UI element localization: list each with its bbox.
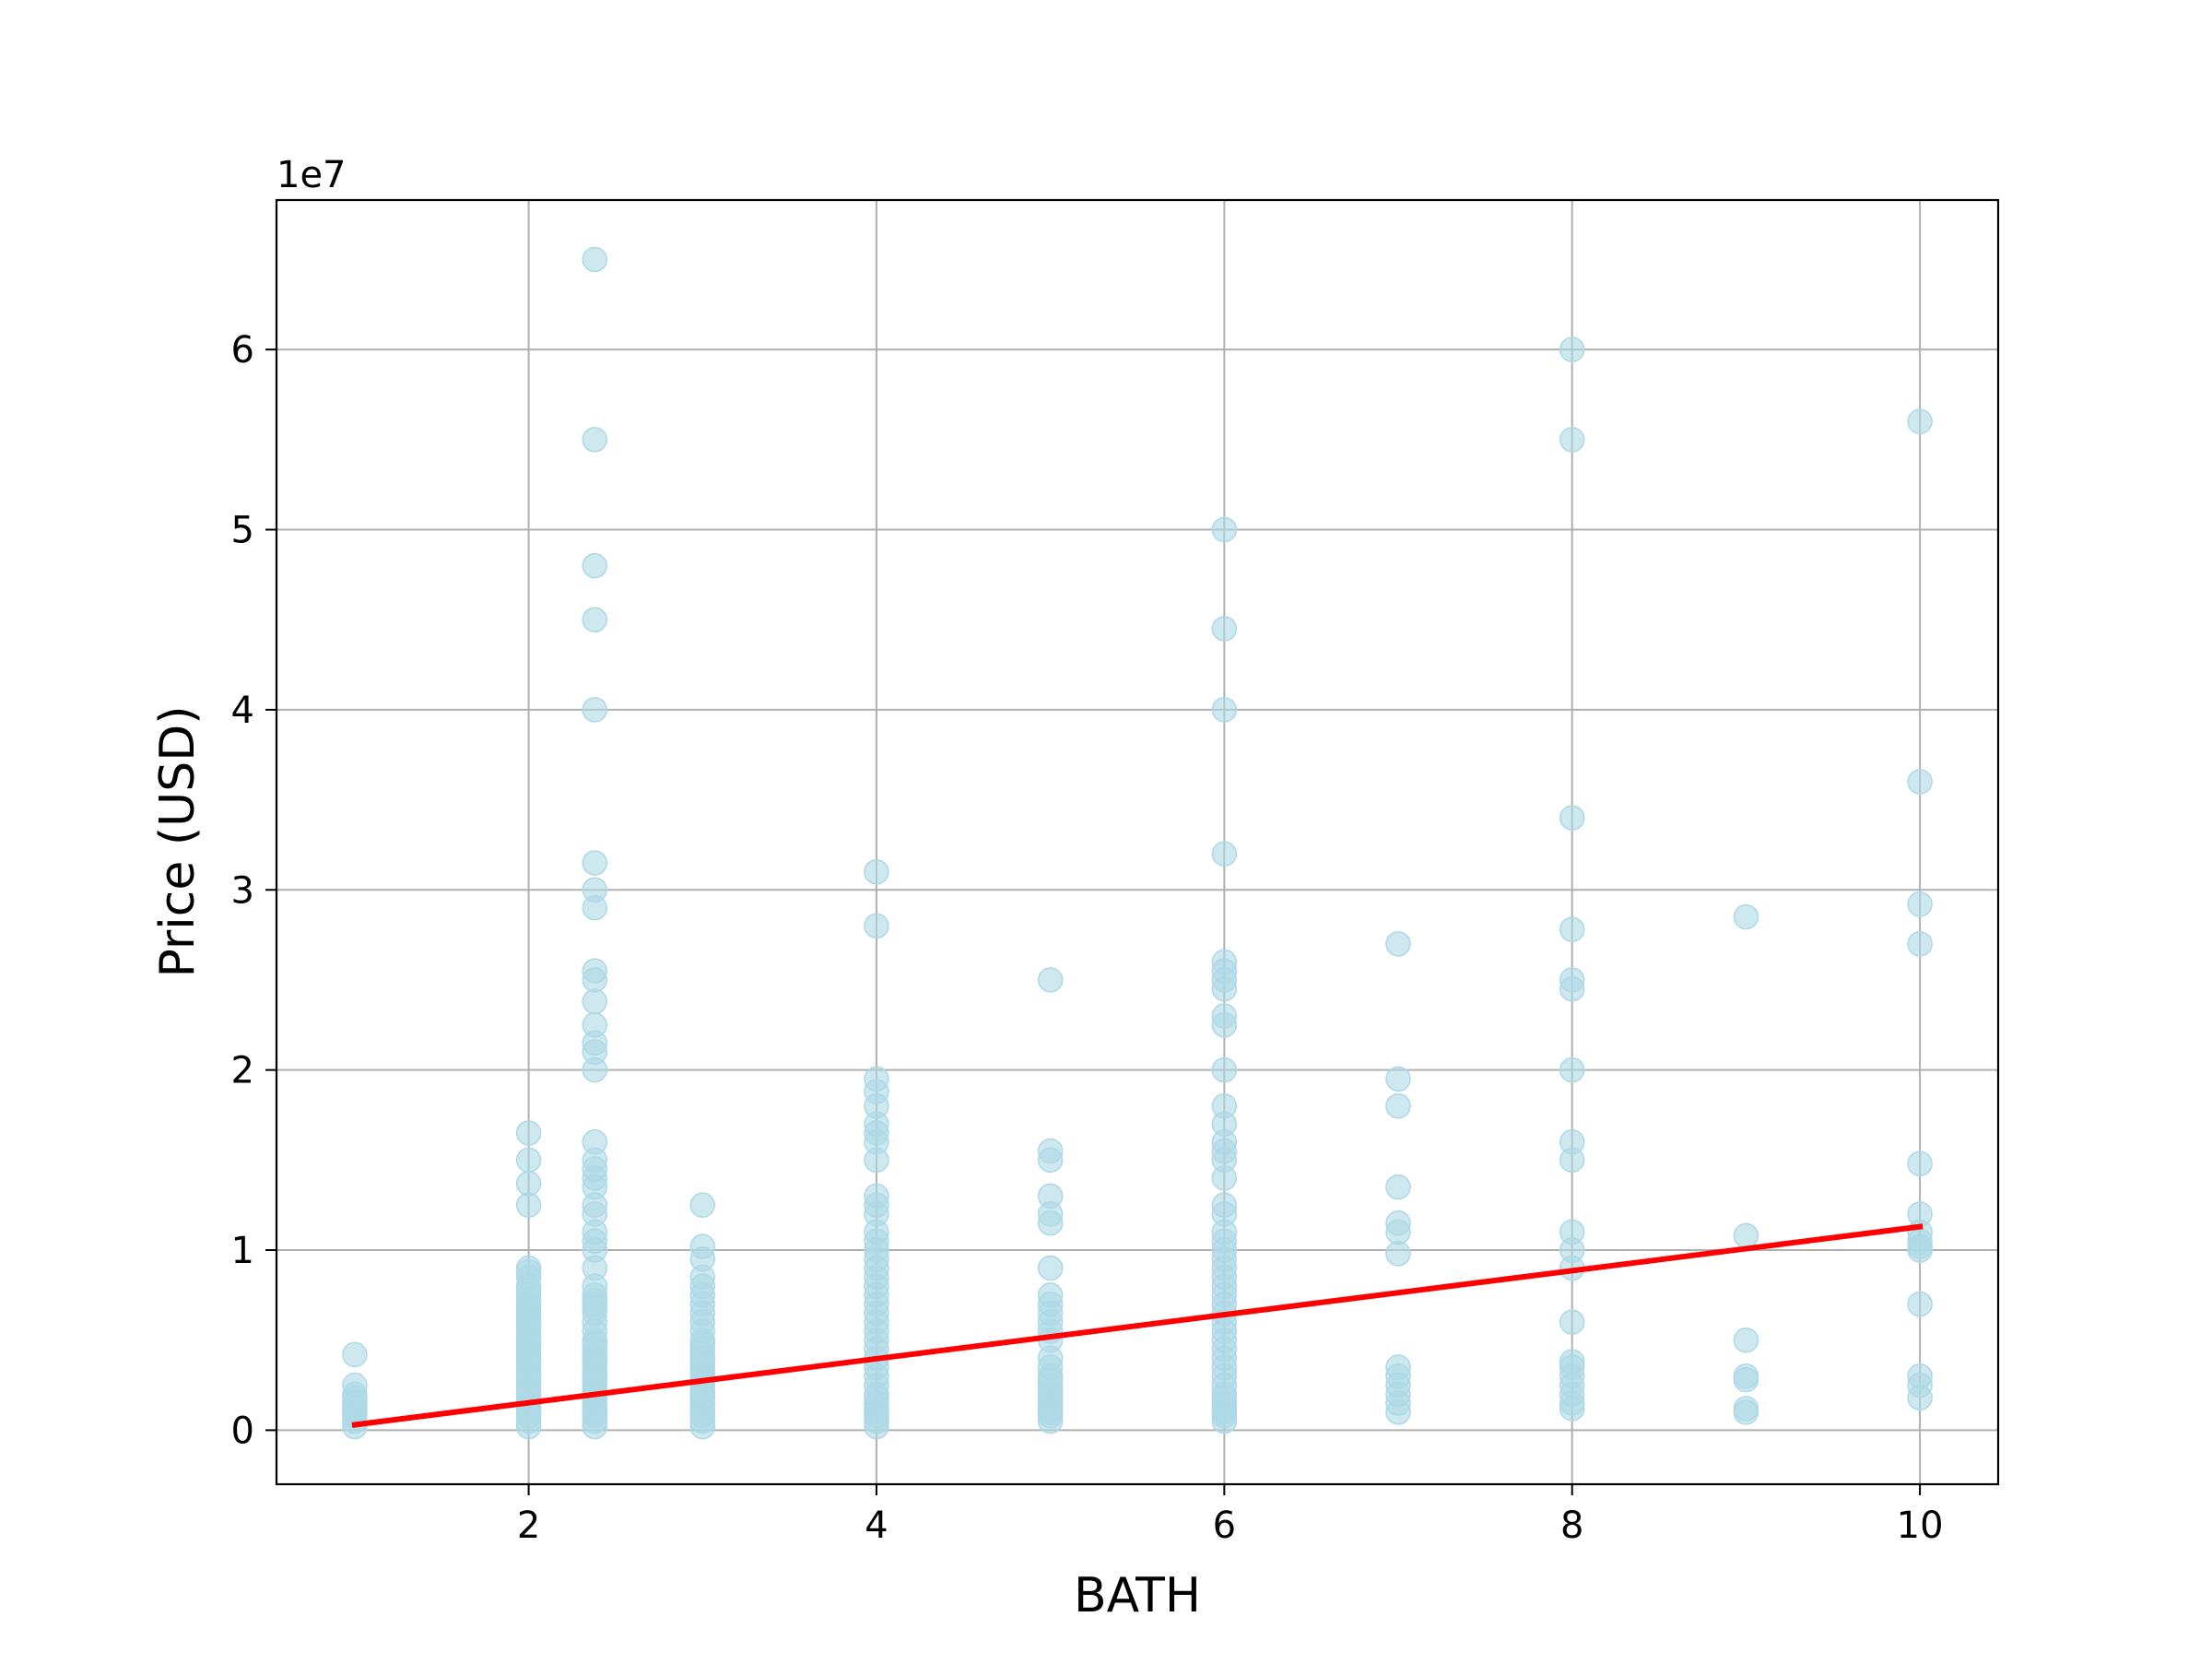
scatter-point — [582, 552, 608, 579]
scatter-point — [1037, 1282, 1064, 1308]
scatter-point — [342, 1372, 368, 1398]
scatter-point — [1907, 1291, 1933, 1317]
y-tick-label: 4 — [231, 690, 254, 732]
scatter-point — [1211, 841, 1238, 867]
scatter-point — [1559, 1219, 1585, 1245]
scatter-point — [1037, 1138, 1064, 1164]
scatter-point — [1733, 903, 1759, 930]
scatter-point — [1559, 916, 1585, 943]
scatter-point — [1907, 1201, 1933, 1227]
scatter-point — [1907, 1151, 1933, 1176]
scatter-point — [1037, 1255, 1064, 1281]
scatter-point — [582, 958, 608, 984]
scatter-point — [515, 1255, 542, 1281]
scatter-point — [864, 1066, 889, 1092]
scatter-point — [1907, 891, 1933, 917]
y-axis-label: Price (USD) — [150, 705, 206, 977]
scatter-point — [582, 1129, 608, 1155]
scatter-point — [515, 1192, 542, 1218]
scatter-point — [1385, 1354, 1411, 1380]
scatter-point — [1385, 1210, 1411, 1236]
scatter-point — [1385, 1092, 1411, 1119]
scatter-point — [1385, 931, 1411, 957]
y-tick-label: 1 — [231, 1230, 254, 1272]
scatter-point — [1559, 427, 1585, 453]
scatter-point — [1211, 1192, 1238, 1218]
scatter-point — [864, 858, 889, 885]
scatter-point — [1211, 1003, 1238, 1029]
scatter-point — [1385, 1241, 1411, 1267]
scatter-point — [582, 427, 608, 453]
scatter-point — [1385, 1066, 1411, 1092]
x-axis-label: BATH — [1074, 1568, 1201, 1623]
plot-frame — [275, 198, 2000, 1486]
scatter-point — [1733, 1396, 1759, 1422]
scatter-point — [582, 607, 608, 632]
scatter-point — [1211, 1056, 1238, 1083]
scatter-point — [864, 1183, 889, 1210]
scatter-point — [582, 697, 608, 723]
scatter-point — [1559, 1349, 1585, 1375]
scatter-point — [1907, 769, 1933, 795]
regression-line — [351, 1223, 1924, 1428]
scatter-point — [1733, 1363, 1759, 1389]
x-tick-label: 8 — [1560, 1505, 1583, 1547]
scatter-point — [1559, 1056, 1585, 1083]
scatter-point — [864, 913, 889, 939]
scatter-point — [1907, 1363, 1933, 1389]
scatter-point — [1211, 616, 1238, 642]
y-tick-label: 6 — [231, 329, 254, 372]
scatter-point — [689, 1192, 716, 1218]
scatter-point — [1733, 1327, 1759, 1353]
scatter-point — [1211, 697, 1238, 723]
scatter-point — [342, 1341, 368, 1368]
ticks-layer: 2 4 6 8 10 0 1 2 3 4 5 6 — [231, 329, 1944, 1547]
scatter-point — [582, 246, 608, 273]
scatter-point — [1211, 1092, 1238, 1119]
x-tick-label: 4 — [865, 1505, 888, 1547]
scatter-point — [582, 877, 608, 903]
y-tick-label: 3 — [231, 869, 254, 912]
scatter-point — [1211, 516, 1238, 543]
scatter-point — [515, 1120, 542, 1146]
y-tick-label: 2 — [231, 1050, 254, 1092]
x-tick-label: 10 — [1897, 1505, 1944, 1547]
y-tick-label: 5 — [231, 510, 254, 552]
scatter-point — [582, 1012, 608, 1038]
x-tick-label: 2 — [517, 1505, 540, 1547]
scatter-point — [515, 1147, 542, 1174]
scatter-point — [689, 1233, 716, 1259]
y-tick-label: 0 — [231, 1410, 254, 1452]
scatter-point — [515, 1170, 542, 1197]
scatter-point — [1211, 949, 1238, 975]
scatter-point — [582, 988, 608, 1015]
scatter-point — [582, 850, 608, 876]
scatter-point — [1037, 967, 1064, 993]
scatter-point — [1733, 1222, 1759, 1249]
scatter-point — [1559, 967, 1585, 993]
scatter-point — [1037, 1183, 1064, 1210]
scatter-point — [1559, 1129, 1585, 1155]
scatter-point — [1385, 1174, 1411, 1200]
scatter-point — [1559, 336, 1585, 362]
grid-layer — [276, 200, 1998, 1484]
scatter-point — [1907, 931, 1933, 957]
scatter-point — [1907, 408, 1933, 435]
scatter-point — [1559, 1309, 1585, 1335]
scatter-point — [1559, 805, 1585, 831]
x-tick-label: 6 — [1213, 1505, 1236, 1547]
y-offset-label: 1e7 — [276, 154, 347, 196]
fit-line-layer — [351, 1223, 1924, 1428]
